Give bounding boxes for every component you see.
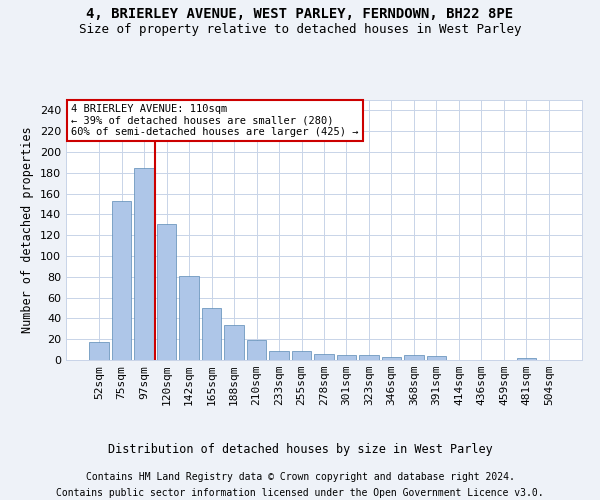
Bar xyxy=(134,168,154,360)
Text: 4, BRIERLEY AVENUE, WEST PARLEY, FERNDOWN, BH22 8PE: 4, BRIERLEY AVENUE, WEST PARLEY, FERNDOW… xyxy=(86,8,514,22)
Bar xyxy=(269,350,289,360)
Bar xyxy=(224,324,244,360)
Bar xyxy=(359,355,379,360)
Bar xyxy=(517,358,536,360)
Bar xyxy=(89,342,109,360)
Bar xyxy=(157,224,176,360)
Bar xyxy=(404,355,424,360)
Text: Distribution of detached houses by size in West Parley: Distribution of detached houses by size … xyxy=(107,442,493,456)
Text: Size of property relative to detached houses in West Parley: Size of property relative to detached ho… xyxy=(79,22,521,36)
Bar xyxy=(382,357,401,360)
Bar xyxy=(314,354,334,360)
Y-axis label: Number of detached properties: Number of detached properties xyxy=(22,126,34,334)
Text: 4 BRIERLEY AVENUE: 110sqm
← 39% of detached houses are smaller (280)
60% of semi: 4 BRIERLEY AVENUE: 110sqm ← 39% of detac… xyxy=(71,104,359,137)
Bar xyxy=(337,355,356,360)
Bar xyxy=(112,201,131,360)
Bar xyxy=(179,276,199,360)
Bar xyxy=(427,356,446,360)
Text: Contains public sector information licensed under the Open Government Licence v3: Contains public sector information licen… xyxy=(56,488,544,498)
Text: Contains HM Land Registry data © Crown copyright and database right 2024.: Contains HM Land Registry data © Crown c… xyxy=(86,472,514,482)
Bar xyxy=(202,308,221,360)
Bar xyxy=(292,350,311,360)
Bar xyxy=(247,340,266,360)
